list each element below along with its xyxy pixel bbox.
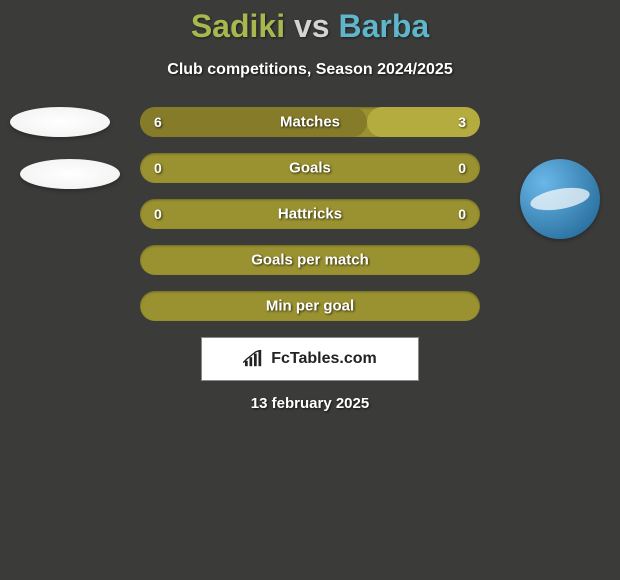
vs-text: vs — [294, 8, 330, 44]
team-logo-right — [520, 159, 600, 239]
stats-area: 6 Matches 3 0 Goals 0 0 Hattricks 0 Goal… — [0, 107, 620, 321]
date-text: 13 february 2025 — [0, 395, 620, 412]
stat-label: Min per goal — [140, 298, 480, 315]
stat-value-right: 3 — [458, 114, 466, 130]
stat-value-right: 0 — [458, 160, 466, 176]
team-logo-left-2 — [20, 159, 120, 189]
brand-text: FcTables.com — [271, 350, 377, 368]
subtitle: Club competitions, Season 2024/2025 — [0, 61, 620, 79]
chart-icon — [243, 350, 265, 368]
stat-label: Matches — [140, 114, 480, 131]
team-logo-left-1 — [10, 107, 110, 137]
player2-name: Barba — [338, 8, 429, 44]
page-title: Sadiki vs Barba — [0, 8, 620, 45]
comparison-infographic: Sadiki vs Barba Club competitions, Seaso… — [0, 0, 620, 580]
stat-label: Goals — [140, 160, 480, 177]
brand-box: FcTables.com — [201, 337, 419, 381]
stat-value-right: 0 — [458, 206, 466, 222]
stat-row-goals: 0 Goals 0 — [140, 153, 480, 183]
stat-row-mpg: Min per goal — [140, 291, 480, 321]
stat-label: Goals per match — [140, 252, 480, 269]
stat-row-matches: 6 Matches 3 — [140, 107, 480, 137]
stat-row-gpm: Goals per match — [140, 245, 480, 275]
player1-name: Sadiki — [191, 8, 285, 44]
stat-row-hattricks: 0 Hattricks 0 — [140, 199, 480, 229]
stat-label: Hattricks — [140, 206, 480, 223]
